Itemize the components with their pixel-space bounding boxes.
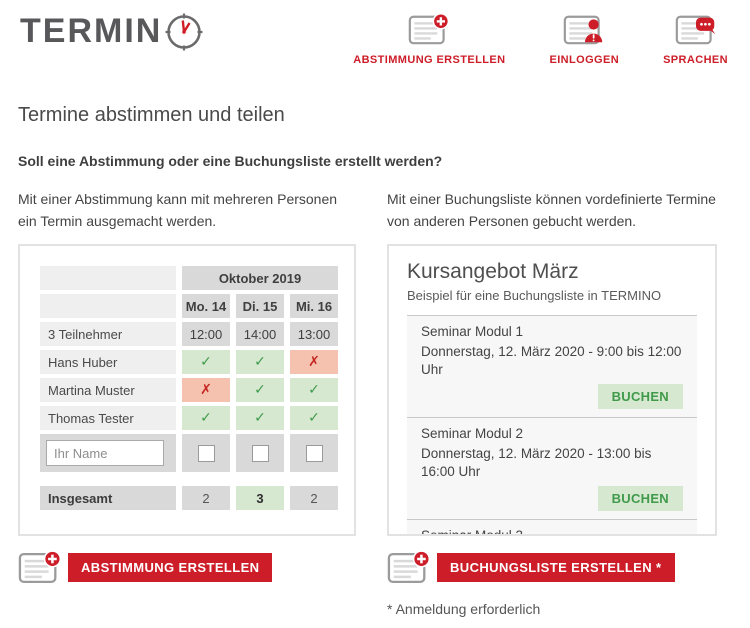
checkbox-cell [290,434,338,472]
nav-languages[interactable]: SPRACHEN [663,12,728,66]
languages-icon [675,12,717,47]
booking-example-card: Kursangebot März Beispiel für eine Buchu… [387,244,717,536]
booking-card-subtitle: Beispiel für eine Buchungsliste in TERMI… [407,288,662,303]
booking-action-row: BUCHEN [421,486,683,511]
create-poll-button[interactable]: ABSTIMMUNG ERSTELLEN [68,553,273,582]
voter-name-cell: Martina Muster [40,378,176,402]
create-booking-list-button[interactable]: BUCHUNGSLISTE ERSTELLEN * [437,553,675,582]
name-input[interactable] [46,440,164,466]
vote-cell: ✓ [236,406,284,430]
main-content: Termine abstimmen und teilen Soll eine A… [0,104,750,617]
vote-cell: ✓ [290,378,338,402]
poll-cta-row: ABSTIMMUNG ERSTELLEN [18,549,356,586]
booking-item: Seminar Modul 2 Donnerstag, 12. März 202… [407,417,697,519]
checkbox-cell [182,434,230,472]
question-heading: Soll eine Abstimmung oder eine Buchungsl… [18,153,443,169]
table-cell-empty [40,294,176,318]
nav-login[interactable]: EINLOGGEN [549,12,619,66]
voter-name-cell: Thomas Tester [40,406,176,430]
logo-text: TERMIN [20,12,163,50]
vote-cell: ✗ [290,350,338,374]
booking-item-date: Donnerstag, 12. März 2020 - 13:00 bis 16… [421,446,652,479]
booking-item-title: Seminar Modul 3 [421,528,524,536]
nav-label: EINLOGGEN [549,54,620,66]
total-cell-highlight: 3 [236,486,284,510]
book-button[interactable]: BUCHEN [597,384,683,409]
create-poll-icon [408,12,450,47]
day-header-cell: Mi. 16 [290,294,338,318]
poll-table: Oktober 2019 Mo. 14 Di. 15 Mi. 16 3 Teil… [40,266,338,472]
vote-cell: ✓ [182,350,230,374]
termino-logo[interactable]: TERMIN [20,10,204,52]
vote-cell: ✗ [182,378,230,402]
poll-totals-row: Insgesamt 2 3 2 [40,486,338,510]
page-title: Termine abstimmen und teilen [18,104,285,126]
booking-cta-row: BUCHUNGSLISTE ERSTELLEN * [387,549,717,586]
login-icon [563,12,605,47]
poll-intro: Mit einer Abstimmung kann mit mehreren P… [18,191,338,229]
vote-cell: ✓ [236,378,284,402]
booking-item: Seminar Modul 3 Mittwoch, 25. März 2020 … [407,519,697,536]
month-header-cell: Oktober 2019 [182,266,338,290]
nav-label: SPRACHEN [663,54,728,66]
vote-checkbox[interactable] [251,444,269,462]
header: TERMIN ABSTIMMUNG ERSTELLEN [0,0,750,66]
booking-item-date: Donnerstag, 12. März 2020 - 9:00 bis 12:… [421,344,682,377]
poll-section: Mit einer Abstimmung kann mit mehreren P… [18,189,356,617]
create-poll-icon [18,549,62,586]
vote-checkbox[interactable] [305,444,323,462]
nav-create-poll[interactable]: ABSTIMMUNG ERSTELLEN [353,12,505,66]
vote-checkbox[interactable] [197,444,215,462]
two-column-layout: Mit einer Abstimmung kann mit mehreren P… [18,189,732,617]
main-nav: ABSTIMMUNG ERSTELLEN EINLOGGEN SPRACHEN [353,10,728,66]
book-button[interactable]: BUCHEN [597,486,683,511]
booking-item-title: Seminar Modul 1 [421,324,524,339]
totals-label-cell: Insgesamt [40,486,176,510]
booking-section: Mit einer Buchungsliste können vordefini… [387,189,717,617]
vote-cell: ✓ [182,406,230,430]
day-header-cell: Mo. 14 [182,294,230,318]
checkbox-cell [236,434,284,472]
booking-action-row: BUCHEN [421,384,683,409]
create-booking-list-icon [387,549,431,586]
time-cell: 12:00 [182,322,230,346]
clock-icon [165,13,203,51]
time-cell: 13:00 [290,322,338,346]
vote-cell: ✓ [236,350,284,374]
booking-list: Seminar Modul 1 Donnerstag, 12. März 202… [407,315,697,536]
booking-card-title: Kursangebot März [407,260,579,283]
poll-example-panel: Oktober 2019 Mo. 14 Di. 15 Mi. 16 3 Teil… [18,244,356,536]
booking-intro: Mit einer Buchungsliste können vordefini… [387,191,716,229]
name-input-cell [40,434,176,472]
total-cell: 2 [290,486,338,510]
voter-name-cell: Hans Huber [40,350,176,374]
nav-label: ABSTIMMUNG ERSTELLEN [353,54,506,66]
booking-item: Seminar Modul 1 Donnerstag, 12. März 202… [407,315,697,417]
time-cell: 14:00 [236,322,284,346]
total-cell: 2 [182,486,230,510]
booking-item-title: Seminar Modul 2 [421,426,524,441]
vote-cell: ✓ [290,406,338,430]
login-required-note: * Anmeldung erforderlich [387,601,541,617]
participants-label-cell: 3 Teilnehmer [40,322,176,346]
day-header-cell: Di. 15 [236,294,284,318]
table-cell-empty [40,266,176,290]
